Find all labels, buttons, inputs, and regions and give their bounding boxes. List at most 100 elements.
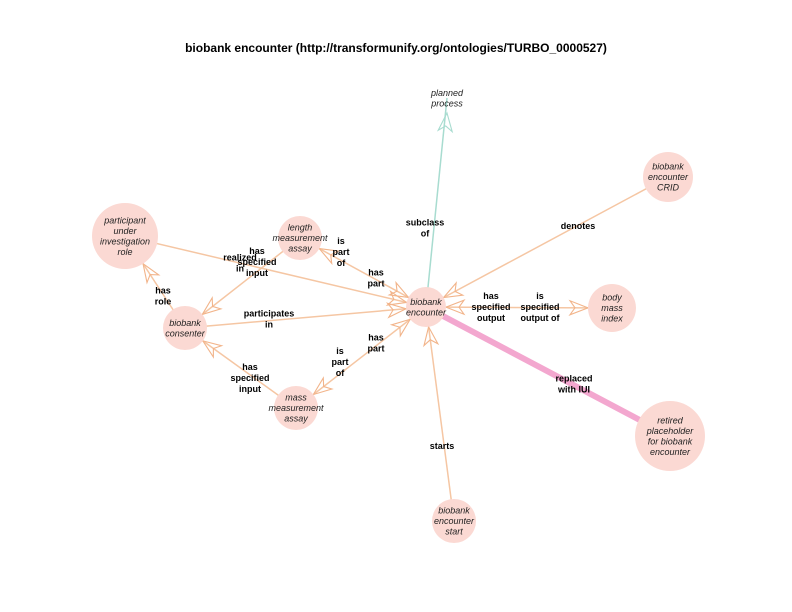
node-label-line: mass — [285, 393, 307, 403]
edge-mass-is-part-of — [295, 306, 427, 409]
edge-replaced-with-iui — [424, 304, 672, 439]
node-circle — [163, 306, 207, 350]
arrowhead-length-specified-input — [201, 295, 223, 316]
node-label-line: assay — [288, 244, 312, 254]
node-label-line: encounter — [406, 307, 447, 317]
edge-label-line: subclass — [406, 218, 445, 228]
edge-label-line: has — [249, 246, 265, 256]
node-label-line: role — [117, 247, 132, 257]
edge-label-line: input — [246, 268, 268, 278]
edge-label-line: has — [368, 333, 384, 343]
node-circle — [278, 216, 322, 260]
edge-label-line: of — [421, 229, 430, 239]
node-label-line: measurement — [268, 403, 324, 413]
edge-labels-layer: subclassofdenotesrealizedinhasrolehasspe… — [155, 218, 596, 452]
node-label-line: placeholder — [646, 426, 695, 436]
edge-label-line: with IUI — [557, 385, 590, 395]
node-label-line: under — [113, 226, 137, 236]
edge-label-line: of — [336, 368, 345, 378]
edge-label-line: output of — [521, 313, 561, 323]
edge-starts — [425, 306, 455, 522]
arrowhead-subclass-of — [436, 111, 454, 134]
edge-subclass-of — [425, 97, 448, 308]
arrowhead-mass-has-part — [389, 318, 412, 338]
edge-label-line: has — [483, 291, 499, 301]
arrowhead-length-has-part — [387, 280, 410, 299]
node-label-line: biobank — [652, 162, 684, 172]
edge-label-line: part — [332, 247, 349, 257]
edge-label-line: participates — [244, 309, 295, 319]
node-label-line: participant — [103, 215, 146, 225]
node-label-line: index — [601, 314, 623, 324]
edge-label-line: of — [337, 258, 346, 268]
arrowhead-starts — [423, 325, 440, 348]
node-label-line: length — [288, 223, 313, 233]
node-label-line: biobank — [438, 506, 470, 516]
arrowhead-has-role — [142, 262, 161, 285]
edge-length-specified-input — [184, 237, 301, 329]
edge-label-line: replaced — [555, 374, 592, 384]
node-label-line: measurement — [272, 233, 328, 243]
node-label-line: encounter — [434, 516, 475, 526]
node-circle — [588, 284, 636, 332]
node-label-line: consenter — [165, 328, 206, 338]
arrowhead-mass-specified-input — [201, 339, 224, 359]
node-label-line: process — [430, 98, 463, 108]
edges-layer — [124, 97, 672, 522]
edge-length-is-part-of — [299, 237, 427, 308]
arrowhead-participates-in — [385, 302, 408, 319]
edge-label-line: part — [331, 357, 348, 367]
node-label-line: biobank — [410, 297, 442, 307]
edge-label-line: input — [239, 384, 261, 394]
node-label-line: body — [602, 293, 622, 303]
graph-title: biobank encounter (http://transformunify… — [185, 41, 607, 55]
arrowhead-realizes — [385, 289, 409, 306]
edge-label-line: specified — [471, 302, 510, 312]
node-label-line: for biobank — [648, 436, 693, 446]
edge-label-line: has — [368, 268, 384, 278]
node-circle — [92, 203, 158, 269]
edge-label-line: specified — [230, 373, 269, 383]
edge-label-line: denotes — [561, 221, 596, 231]
edge-label-line: output — [477, 313, 505, 323]
edge-label-line: part — [367, 344, 384, 354]
node-label-line: start — [445, 527, 463, 537]
arrowhead-has-specified-output — [568, 299, 590, 316]
node-circle — [432, 499, 476, 543]
edge-label-line: is — [336, 346, 344, 356]
node-label-line: encounter — [648, 172, 689, 182]
edge-label-starts: starts — [430, 441, 455, 451]
node-circle — [406, 287, 446, 327]
edge-denotes — [425, 176, 669, 308]
edge-label-line: has — [242, 362, 258, 372]
arrowhead-length-is-part-of — [317, 247, 341, 266]
edge-realizes — [124, 235, 427, 308]
edge-has-specified-output — [425, 306, 613, 309]
edge-label-line: specified — [237, 257, 276, 267]
edge-label-line: has — [155, 286, 171, 296]
node-label-line: mass — [601, 303, 623, 313]
node-label-line: retired — [657, 415, 684, 425]
edge-label-line: is — [536, 291, 544, 301]
